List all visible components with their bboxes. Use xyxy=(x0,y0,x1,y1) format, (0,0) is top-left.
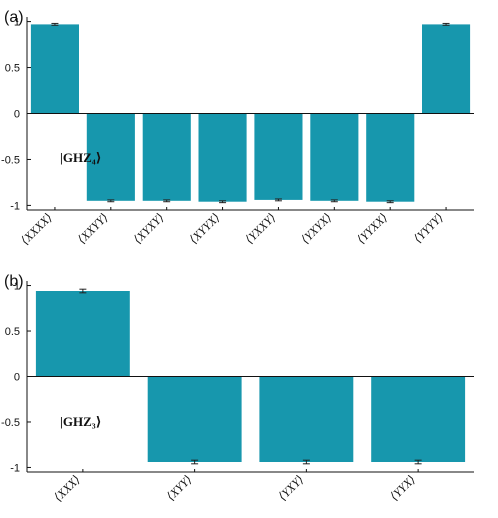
category-label-4: ⟨YYX⟩ xyxy=(387,472,418,503)
bar-1 xyxy=(35,291,130,377)
panel-label: (b) xyxy=(4,273,24,290)
category-label-1: ⟨XXX⟩ xyxy=(51,472,83,504)
y-tick-label: -1 xyxy=(10,200,20,212)
chart-panel-b: (b) ⟨XXX⟩ ⟨XYY⟩ ⟨YXY⟩ ⟨YYX⟩ 1 0.5 0 -0.5 -1 |GHZ₃⟩ xyxy=(1,273,474,504)
bar-2 xyxy=(86,113,135,201)
category-label-3: ⟨XYXY⟩ xyxy=(130,210,166,246)
bar-2 xyxy=(147,376,242,462)
bar-4 xyxy=(371,376,466,462)
category-label-2: ⟨XXYY⟩ xyxy=(75,210,111,246)
category-label-3: ⟨YXY⟩ xyxy=(275,472,306,503)
category-label-1: ⟨XXXX⟩ xyxy=(18,210,55,247)
bar-7 xyxy=(366,113,415,202)
bar-4 xyxy=(198,113,247,202)
y-tick-label: 0 xyxy=(14,109,20,121)
category-label-8: ⟨YYYY⟩ xyxy=(411,210,446,245)
y-tick-label: -1 xyxy=(10,462,20,474)
bar-5 xyxy=(254,113,303,200)
category-label-6: ⟨YXYX⟩ xyxy=(298,210,334,246)
bar-1 xyxy=(30,24,79,114)
y-tick-label: -0.5 xyxy=(1,417,20,429)
y-tick-label: 0.5 xyxy=(5,63,20,75)
bar-8 xyxy=(422,24,471,114)
bar-6 xyxy=(310,113,359,201)
y-tick-label: 1 xyxy=(14,281,20,293)
y-tick-label: 1 xyxy=(14,17,20,29)
category-label-7: ⟨YYXX⟩ xyxy=(354,210,390,246)
state-label: |GHZ₃⟩ xyxy=(60,414,102,429)
y-tick-label: -0.5 xyxy=(1,154,20,166)
bar-3 xyxy=(142,113,191,201)
category-label-4: ⟨XYYX⟩ xyxy=(186,210,222,246)
bar-3 xyxy=(259,376,354,462)
state-label: |GHZ₄⟩ xyxy=(60,150,102,165)
category-label-2: ⟨XYY⟩ xyxy=(164,472,195,503)
chart-panel-a: (a) ⟨XXXX⟩ ⟨XXYY⟩ ⟨XYXY⟩ ⟨XYYX⟩ ⟨YXXY⟩ ⟨YXYX⟩ ⟨… xyxy=(1,9,474,247)
category-label-5: ⟨YXXY⟩ xyxy=(242,210,278,246)
panel-label: (a) xyxy=(4,9,24,26)
y-tick-label: 0.5 xyxy=(5,326,20,338)
y-tick-label: 0 xyxy=(14,372,20,384)
